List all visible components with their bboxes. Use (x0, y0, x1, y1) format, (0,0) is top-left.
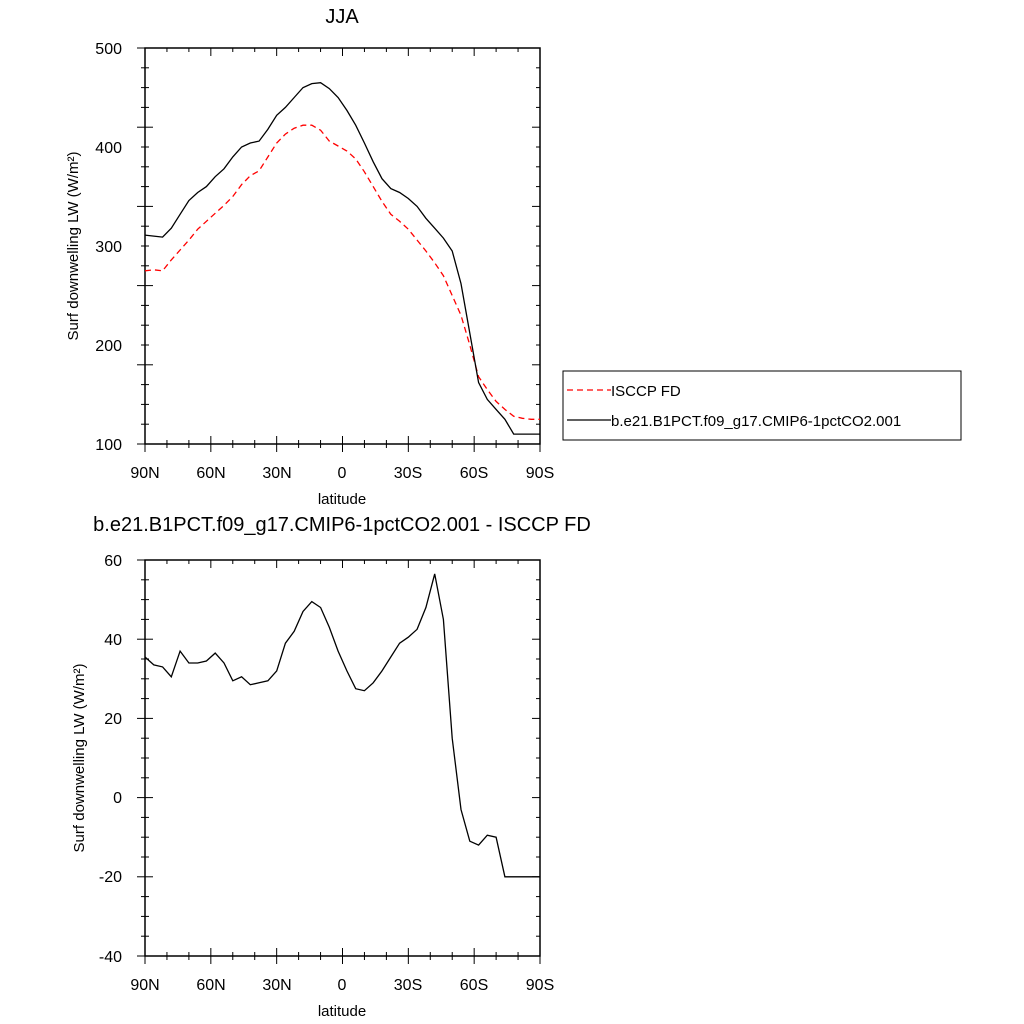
legend-label-model: b.e21.B1PCT.f09_g17.CMIP6-1pctCO2.001 (611, 413, 901, 430)
bottom-y-tick-labels: 60 40 20 0 -20 -40 (99, 553, 122, 966)
bottom-y-tick-label: -40 (99, 949, 122, 966)
bottom-y-tick-label: 40 (104, 632, 122, 649)
top-y-tick-label: 400 (95, 140, 122, 157)
bottom-x-tick-label: 60S (460, 977, 488, 994)
bottom-y-tick-label: 20 (104, 711, 122, 728)
bottom-x-tick-labels: 90N 60N 30N 0 30S 60S 90S (130, 977, 554, 994)
top-x-axis-label: latitude (318, 491, 366, 508)
top-y-axis-label: Surf downwelling LW (W/m²) (65, 152, 82, 341)
legend: ISCCP FD b.e21.B1PCT.f09_g17.CMIP6-1pctC… (562, 370, 962, 441)
top-x-tick-label: 90N (130, 465, 159, 482)
bottom-plot-frame (144, 559, 541, 957)
top-y-tick-label: 500 (95, 41, 122, 58)
top-x-tick-label: 30N (262, 465, 291, 482)
top-x-tick-labels: 90N 60N 30N 0 30S 60S 90S (130, 465, 554, 482)
bottom-y-tick-label: -20 (99, 869, 122, 886)
top-y-tick-label: 300 (95, 239, 122, 256)
bottom-y-axis-label: Surf downwelling LW (W/m²) (71, 664, 88, 853)
top-x-tick-label: 60N (196, 465, 225, 482)
bottom-x-tick-label: 30S (394, 977, 422, 994)
top-panel: JJA 500 400 300 200 100 90N 60N 30N 0 30… (65, 6, 962, 508)
bottom-chart-title: b.e21.B1PCT.f09_g17.CMIP6-1pctCO2.001 - … (93, 514, 591, 536)
top-x-tick-label: 0 (338, 465, 347, 482)
bottom-x-tick-label: 0 (338, 977, 347, 994)
top-y-tick-label: 100 (95, 437, 122, 454)
top-series-group (144, 82, 540, 435)
bottom-y-tick-label: 60 (104, 553, 122, 570)
bottom-axis-ticks (137, 559, 541, 964)
top-plot-frame (144, 47, 541, 445)
bottom-y-tick-label: 0 (113, 790, 122, 807)
top-y-tick-label: 200 (95, 338, 122, 355)
top-x-tick-label: 90S (526, 465, 554, 482)
bottom-x-tick-label: 30N (262, 977, 291, 994)
bottom-panel: b.e21.B1PCT.f09_g17.CMIP6-1pctCO2.001 - … (71, 514, 591, 1020)
legend-box (562, 370, 962, 441)
bottom-series-line-1 (144, 573, 540, 878)
bottom-x-axis-label: latitude (318, 1003, 366, 1020)
top-axis-ticks (137, 47, 541, 452)
bottom-x-tick-label: 90N (130, 977, 159, 994)
top-series-line-1 (144, 124, 540, 420)
top-chart-title: JJA (325, 6, 359, 28)
bottom-x-tick-label: 60N (196, 977, 225, 994)
top-x-tick-label: 30S (394, 465, 422, 482)
bottom-x-tick-label: 90S (526, 977, 554, 994)
bottom-series-group (144, 573, 540, 878)
legend-label-isccp: ISCCP FD (611, 383, 681, 400)
top-series-line-2 (144, 82, 540, 435)
top-y-tick-labels: 500 400 300 200 100 (95, 41, 122, 454)
top-x-tick-label: 60S (460, 465, 488, 482)
